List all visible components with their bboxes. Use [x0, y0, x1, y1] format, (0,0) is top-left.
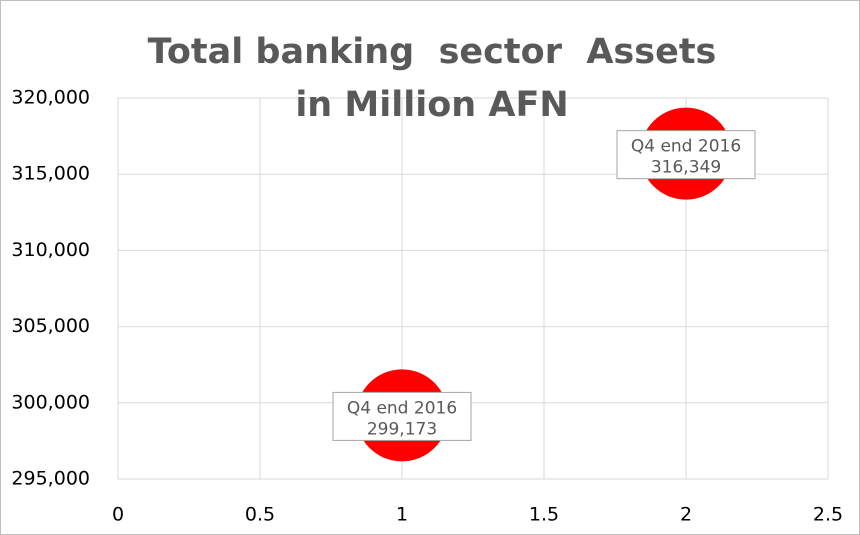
- y-tick-label: 310,000: [11, 239, 90, 261]
- y-tick-label: 320,000: [11, 87, 90, 109]
- chart-title: Total banking sector Assets in Million A…: [147, 32, 729, 125]
- data-label-name: Q4 end 2016: [347, 398, 457, 418]
- x-tick-label: 2: [680, 504, 692, 526]
- data-label-value: 316,349: [651, 158, 721, 178]
- y-tick-label: 305,000: [11, 315, 90, 337]
- data-label-box: [616, 130, 756, 180]
- x-tick-label: 0: [112, 504, 124, 526]
- y-tick-label: 295,000: [11, 468, 90, 490]
- y-tick-label: 300,000: [11, 391, 90, 413]
- x-tick-label: 1: [396, 504, 408, 526]
- data-label-value: 299,173: [367, 419, 437, 439]
- x-tick-label: 0.5: [245, 504, 275, 526]
- y-tick-label: 315,000: [11, 163, 90, 185]
- x-tick-label: 2.5: [813, 504, 843, 526]
- x-tick-label: 1.5: [529, 504, 559, 526]
- data-label-name: Q4 end 2016: [631, 137, 741, 157]
- data-label-box: [332, 391, 472, 441]
